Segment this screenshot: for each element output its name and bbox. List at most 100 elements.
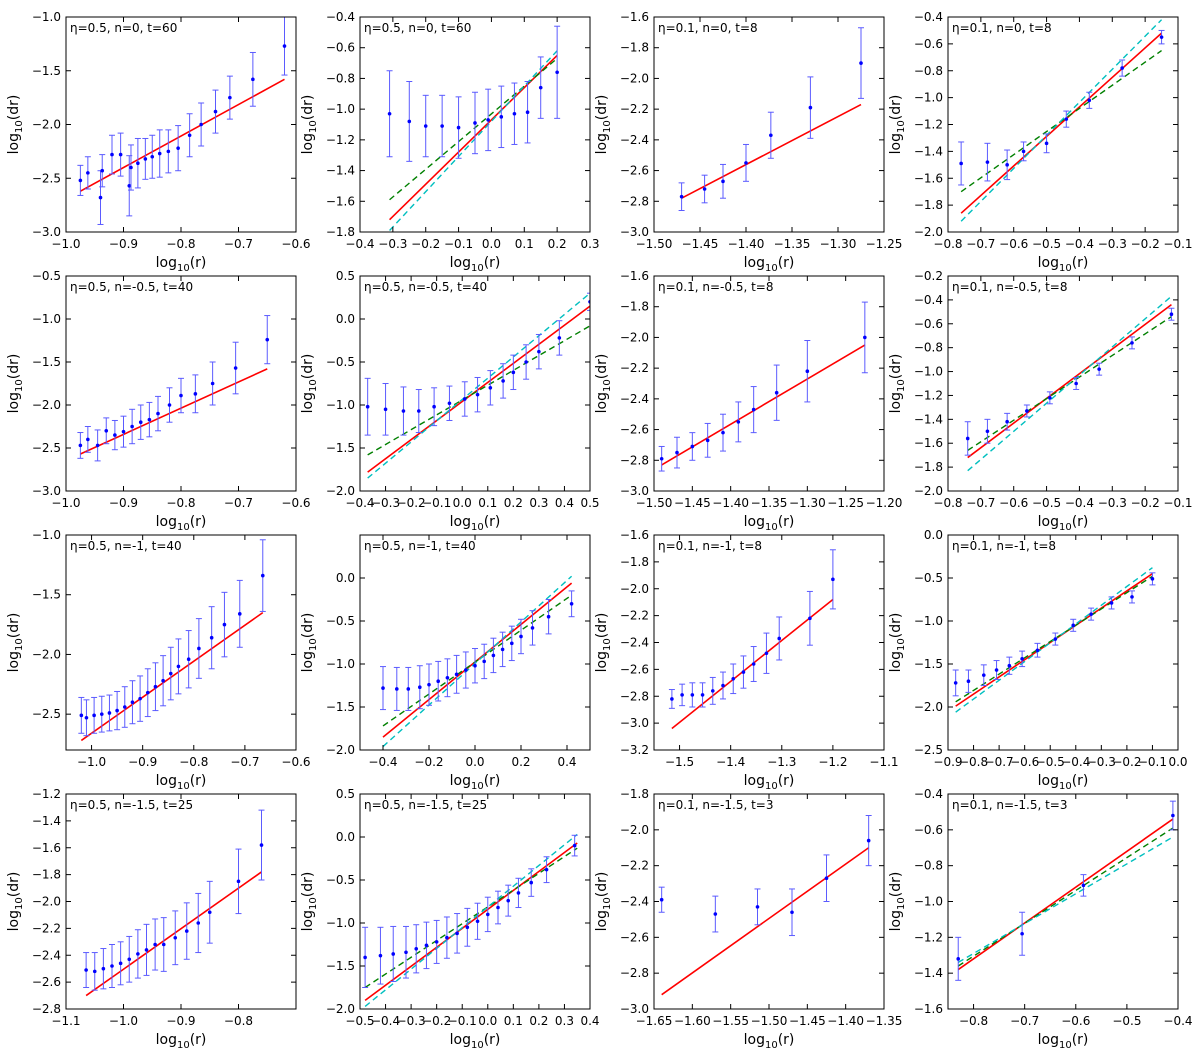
y-tick-label: −0.4 [914,787,943,801]
y-tick-label: −1.5 [32,64,61,78]
dashed-line-dash1 [955,575,1153,703]
y-tick-label: −2.2 [620,859,649,873]
y-tick-label: −1.6 [914,171,943,185]
data-point [407,119,412,124]
x-tick-label: −0.1 [1138,755,1167,769]
data-point [710,689,715,693]
y-tick-label: −1.8 [32,868,61,882]
y-tick-label: −1.4 [32,814,61,828]
data-point [237,612,242,616]
axes-frame [653,534,885,751]
data-point [465,925,470,930]
y-axis-label: log10(dr) [6,872,25,932]
x-tick-label: −0.9 [128,755,157,769]
data-point [187,133,192,138]
x-tick-label: 0.2 [504,496,523,510]
data-point [863,335,867,340]
data-point [118,152,123,157]
x-tick-label: −1.50 [636,237,673,251]
x-tick-label: −1.0 [51,237,80,251]
y-tick-label: −0.6 [326,41,355,55]
x-tick-label: −0.7 [985,755,1014,769]
data-point [406,687,411,691]
y-tick-label: −0.4 [326,10,355,24]
x-tick-label: −1.1 [869,755,898,769]
panel-8: −0.8 −0.7 −0.6 −0.5 −0.4 −0.3 −0.2 −0.1−2.0−1.8… [888,269,1193,533]
y-tick-label: −1.0 [326,657,355,671]
data-point [491,653,496,658]
data-point [953,681,958,685]
data-point [473,663,477,668]
x-tick-label: −1.0 [77,755,106,769]
data-point [395,687,399,691]
y-tick-label: −1.6 [620,528,649,542]
data-point [365,404,370,409]
x-tick-label: −0.4 [368,755,397,769]
plot-area [83,809,265,997]
data-point [721,683,725,688]
data-point [1169,312,1174,317]
x-axis-label: log10(r) [450,773,501,792]
data-point [454,672,459,677]
x-tick-label: −1.40 [728,237,765,251]
data-point [259,843,264,847]
axes-frame [947,275,1179,492]
y-tick-label: −2.6 [620,423,649,437]
data-point [500,647,505,652]
axes-frame [359,275,591,492]
data-point [569,602,574,606]
data-point [381,686,385,690]
panel-annotation: η=0.1, n=-1, t=8 [952,539,1056,553]
data-point [115,708,119,713]
data-point [475,392,480,397]
x-tick-label: 0.5 [580,496,599,510]
panel-annotation: η=0.5, n=-1.5, t=25 [70,798,193,812]
x-tick-label: −0.4 [345,237,374,251]
x-tick-label: −0.4 [345,496,374,510]
axes-frame [653,275,885,492]
x-tick-label: −0.7 [966,237,995,251]
x-tick-label: −0.5 [345,1014,374,1028]
x-tick-label: −0.9 [109,496,138,510]
dashed-line-dash1 [957,827,1174,967]
x-tick-label: −1.20 [866,496,903,510]
fit-line [80,368,268,455]
panel-9: −1.0 −0.9 −0.8 −0.7 −0.6 −2.5 −2.0 −1.5 −1.0 η=0.… [6,528,311,792]
x-tick-label: −1.45 [682,237,719,251]
x-tick-label: 0.1 [478,496,497,510]
data-point [1171,813,1175,818]
y-tick-label: −2.6 [620,164,649,178]
dashed-line-dash2 [389,50,558,231]
x-tick-label: 0.4 [555,496,574,510]
y-tick-label: −0.5 [32,269,61,283]
y-axis-label: log10(dr) [300,872,319,932]
error-bar [587,292,590,311]
data-point [209,635,214,640]
x-axis-label: log10(r) [1038,1032,1089,1051]
y-tick-label: −1.8 [620,787,649,801]
x-tick-label: −0.9 [109,237,138,251]
x-tick-label: −0.7 [966,496,995,510]
plot-area [78,539,266,742]
data-point [496,905,500,910]
data-point [265,337,270,342]
panel-annotation: η=0.1, n=0, t=8 [658,21,758,35]
dashed-line-dash1 [382,594,572,727]
data-point [808,616,812,621]
y-tick-label: −1.6 [326,194,355,208]
x-axis-label: log10(r) [744,514,795,533]
x-tick-label: 0.1 [504,1014,523,1028]
axes-frame [653,16,885,233]
y-tick-label: −2.0 [620,823,649,837]
x-tick-label: −0.8 [933,496,962,510]
data-point [161,942,166,947]
x-tick-label: −0.2 [1112,755,1141,769]
dashed-line-dash1 [364,847,578,989]
axes-frame [65,534,297,751]
data-point [110,964,114,968]
data-point [104,429,109,433]
data-point [544,867,549,872]
y-axis-label: log10(dr) [300,354,319,414]
data-point [101,966,106,971]
panel-annotation: η=0.5, n=0, t=60 [364,21,471,35]
